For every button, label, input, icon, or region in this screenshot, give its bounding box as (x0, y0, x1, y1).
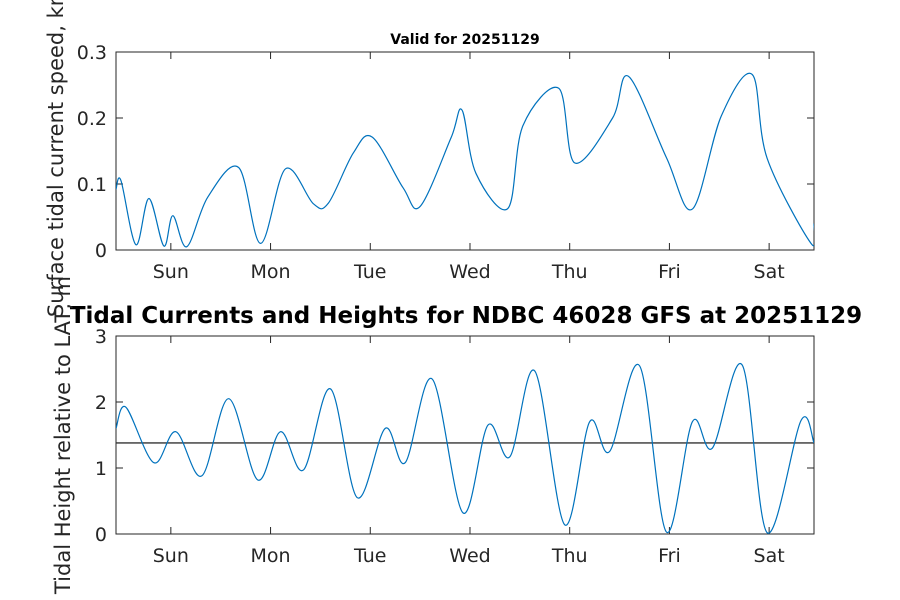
axes-1-ylabel: Surface tidal current speed, kn (44, 0, 68, 317)
axes-2-xtick-label: Mon (251, 545, 291, 567)
axes-1-ytick-label: 0 (95, 240, 107, 262)
axes-2-plot: 0 1 2 3 Sun Mon Tue Wed Thu Fri Sat (95, 326, 814, 567)
figure-title: Tidal Currents and Heights for NDBC 4602… (70, 303, 862, 329)
axes-1-series-line (116, 72, 814, 248)
axes-2-box (115, 335, 815, 535)
axes-2-ylabel: Tidal Height relative to LAT, m (51, 276, 75, 595)
axes-2-ytick-label: 0 (95, 524, 107, 546)
axes-1-xtick-label: Fri (658, 261, 681, 283)
axes-1-xtick-label: Wed (449, 261, 490, 283)
axes-1-title: Valid for 20251129 (390, 32, 539, 48)
axes-1-ytick-label: 0.3 (77, 42, 107, 64)
axes-2-xtick-label: Thu (551, 545, 588, 567)
axes-1-xtick-label: Tue (353, 261, 386, 283)
axes-2-xtick-label: Tue (353, 545, 386, 567)
axes-2-xtick-label: Wed (449, 545, 490, 567)
axes-2-ytick-label: 1 (95, 458, 107, 480)
axes-1-xtick-label: Sun (153, 261, 189, 283)
axes-1-ytick-label: 0.1 (77, 174, 107, 196)
axes-1-ytick-label: 0.2 (77, 108, 107, 130)
axes-1-xtick-label: Mon (251, 261, 291, 283)
axes-1-xtick-label: Thu (551, 261, 588, 283)
axes-1-box (115, 51, 815, 251)
axes-2-xtick-label: Sat (754, 545, 785, 567)
axes-1-xtick-label: Sat (754, 261, 785, 283)
axes-2-xtick-label: Sun (153, 545, 189, 567)
axes-2-xtick-label: Fri (658, 545, 681, 567)
axes-1-plot: 0 0.1 0.2 0.3 Sun Mon Tue Wed Thu Fri Sat (77, 42, 814, 283)
axes-2-ytick-label: 2 (95, 392, 107, 414)
axes-2-ytick-label: 3 (95, 326, 107, 348)
axes-2-series-line (116, 362, 814, 534)
